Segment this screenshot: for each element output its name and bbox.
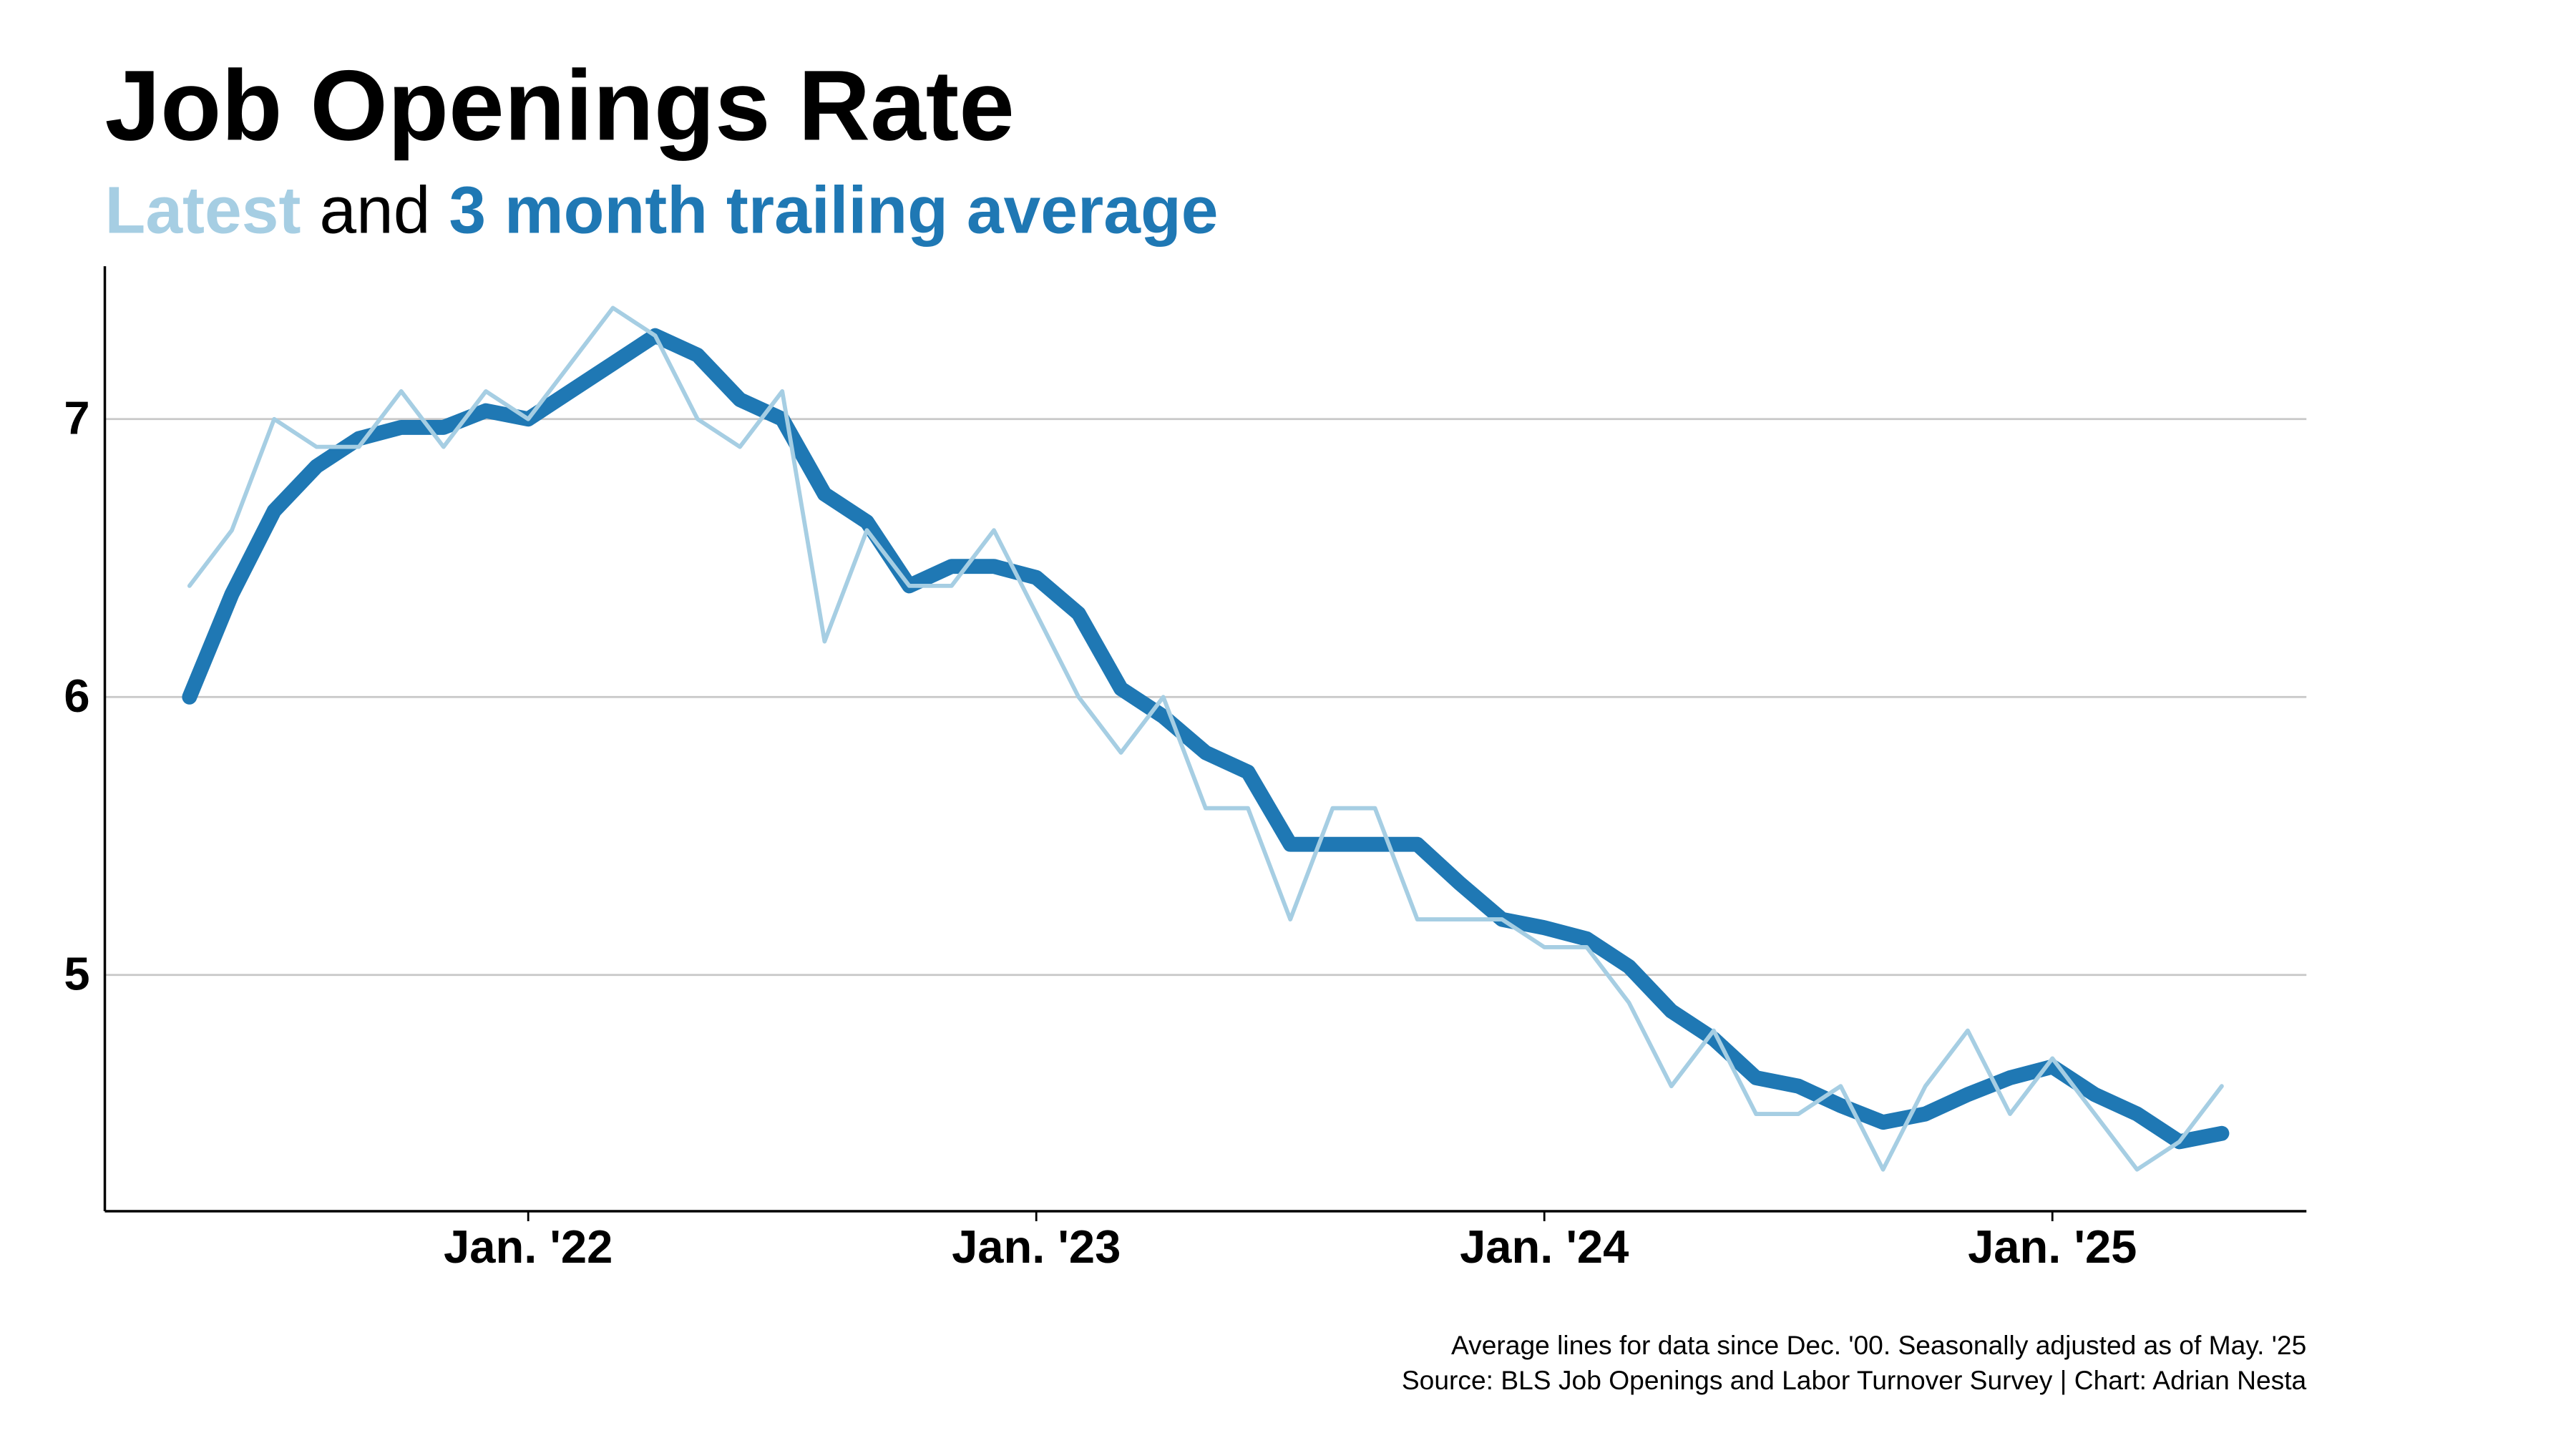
subtitle-joiner: and bbox=[319, 173, 430, 248]
y-tick-label: 5 bbox=[64, 948, 89, 1000]
chart-subtitle: Latest and 3 month trailing average bbox=[105, 173, 1219, 248]
series-line bbox=[187, 305, 2224, 1172]
y-tick-label: 6 bbox=[64, 670, 89, 722]
grid bbox=[104, 418, 2307, 977]
x-tick-label: Jan. '24 bbox=[1460, 1221, 1629, 1273]
legend-entry: Latest bbox=[105, 173, 301, 248]
x-tick-label: Jan. '22 bbox=[444, 1221, 613, 1273]
note: Average lines for data since Dec. '00. S… bbox=[1451, 1330, 2306, 1360]
plot bbox=[182, 305, 2230, 1172]
legend-entry: 3 month trailing average bbox=[449, 173, 1218, 248]
x-tick-label: Jan. '25 bbox=[1968, 1221, 2137, 1273]
x-tick-label: Jan. '23 bbox=[952, 1221, 1121, 1273]
note: Source: BLS Job Openings and Labor Turno… bbox=[1402, 1365, 2307, 1395]
chart-title: Job Openings Rate bbox=[105, 49, 1015, 161]
y-tick-label: 7 bbox=[64, 392, 89, 444]
series-line bbox=[182, 328, 2230, 1150]
